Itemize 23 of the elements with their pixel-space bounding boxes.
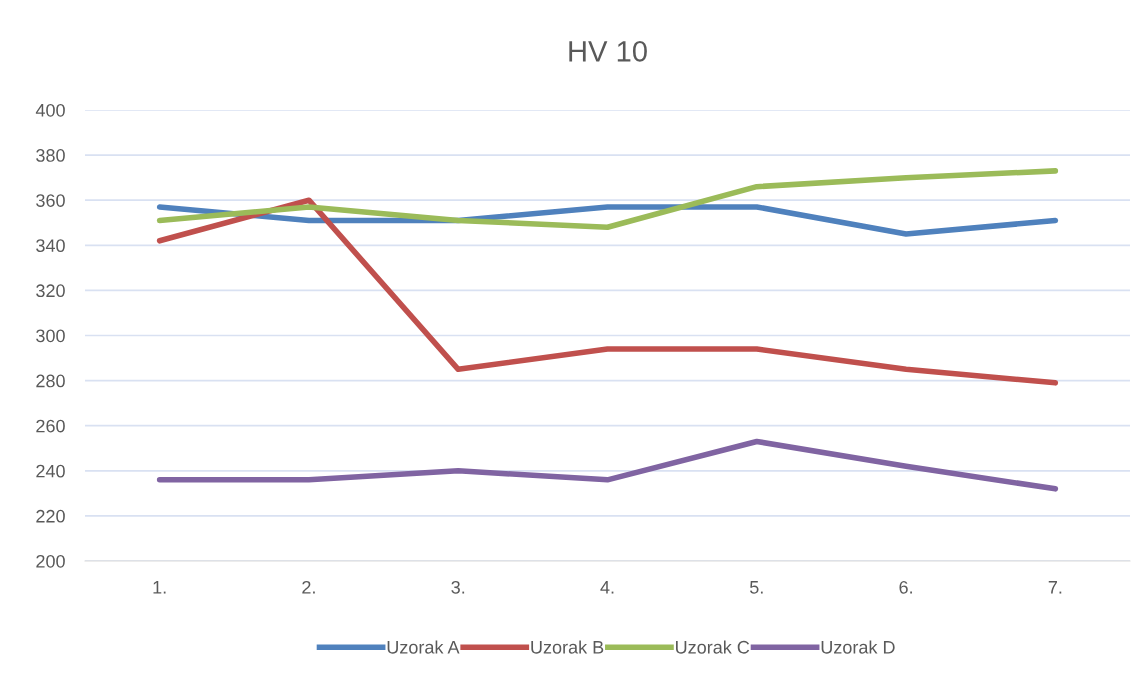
chart-title: HV 10: [569, 41, 647, 62]
y-tick-label: 260: [36, 419, 65, 433]
y-tick-label: 340: [36, 239, 65, 253]
y-tick-label: 380: [36, 149, 65, 162]
x-tick-label: 6.: [899, 580, 912, 594]
y-tick-label: 320: [36, 284, 65, 298]
y-tick-label: 240: [36, 464, 65, 478]
y-tick-label: 360: [36, 194, 65, 207]
x-tick-label: 5.: [749, 581, 763, 594]
x-tick-label: 2.: [302, 580, 315, 594]
x-tick-label: 1.: [153, 581, 166, 594]
legend-label: Uzorak C: [676, 640, 750, 654]
legend-label: Uzorak B: [531, 640, 604, 654]
y-tick-label: 400: [35, 103, 65, 117]
y-tick-label: 280: [36, 374, 65, 388]
legend-label: Uzorak D: [821, 640, 895, 654]
y-tick-label: 300: [36, 329, 65, 343]
legend-label: Uzorak A: [387, 640, 460, 654]
x-tick-label: 3.: [451, 580, 465, 594]
x-tick-label: 7.: [1048, 581, 1062, 594]
y-tick-label: 220: [36, 509, 65, 523]
x-tick-label: 4.: [600, 581, 614, 594]
y-tick-label: 200: [36, 554, 65, 568]
